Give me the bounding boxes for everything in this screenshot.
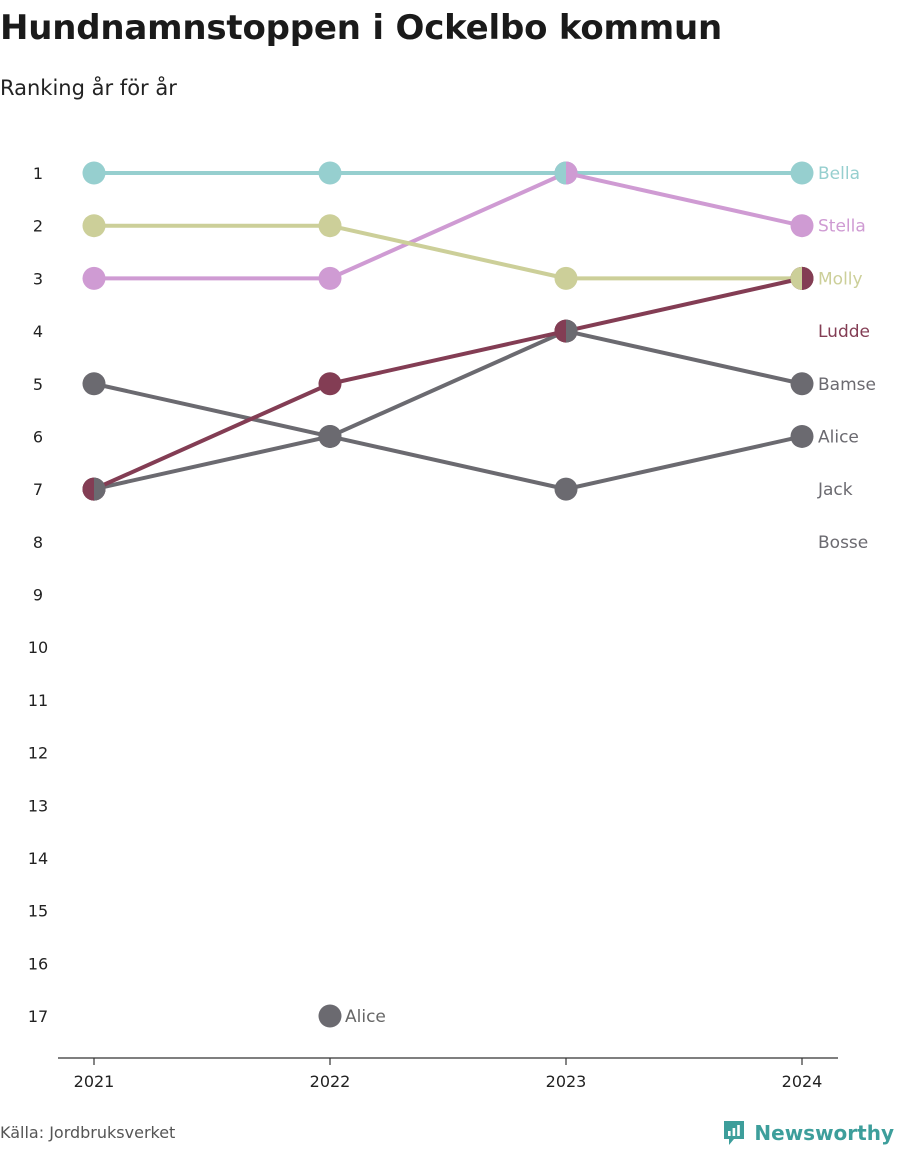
y-tick-label: 6	[33, 427, 43, 446]
end-label-ludde: Ludde	[818, 322, 870, 342]
y-tick-label: 11	[28, 691, 48, 710]
data-point-molly	[554, 266, 578, 290]
series-line-molly	[92, 223, 804, 281]
data-point-alice	[318, 424, 342, 448]
end-label-stella: Stella	[818, 217, 866, 237]
newsworthy-logo-icon	[724, 1121, 745, 1145]
source-note: Källa: Jordbruksverket	[0, 1123, 176, 1142]
y-tick-label: 12	[28, 744, 48, 763]
data-point-bamse	[790, 372, 814, 396]
x-tick-label: 2022	[310, 1072, 351, 1091]
y-tick-label: 7	[33, 480, 43, 499]
data-point-stella	[790, 214, 814, 238]
end-label-bamse: Bamse	[818, 375, 876, 395]
y-tick-label: 2	[33, 217, 43, 236]
split-point-right-half	[566, 319, 578, 343]
series-line-ludde	[92, 276, 804, 492]
split-point-right-half	[802, 266, 814, 290]
y-tick-label: 4	[33, 322, 43, 341]
end-label-alice: Alice	[818, 427, 859, 447]
data-point-bella	[82, 161, 106, 185]
y-tick-label: 9	[33, 586, 43, 605]
y-tick-label: 1	[33, 164, 43, 183]
y-tick-label: 5	[33, 375, 43, 394]
split-point-left-half	[554, 319, 566, 343]
data-point-bella	[318, 161, 342, 185]
y-tick-label: 17	[28, 1007, 48, 1026]
brand-logo[interactable]: Newsworthy	[722, 1119, 894, 1147]
point-label: Alice	[345, 1007, 386, 1027]
data-point-molly	[82, 214, 106, 238]
split-point-left-half	[790, 266, 802, 290]
data-point-alice	[82, 372, 106, 396]
data-point-ludde	[318, 372, 342, 396]
end-label-bosse: Bosse	[818, 533, 868, 553]
data-point-stella	[318, 266, 342, 290]
data-point-alice	[790, 424, 814, 448]
end-label-bella: Bella	[818, 164, 860, 184]
data-point-molly	[318, 214, 342, 238]
end-label-molly: Molly	[818, 269, 863, 289]
x-tick-label: 2024	[782, 1072, 823, 1091]
split-point-right-half	[566, 161, 578, 185]
end-label-jack: Jack	[817, 480, 853, 500]
series-line-alice	[92, 381, 804, 492]
brand-name: Newsworthy	[754, 1121, 894, 1145]
data-point-stella	[82, 266, 106, 290]
x-tick-label: 2023	[546, 1072, 587, 1091]
y-tick-label: 10	[28, 638, 48, 657]
data-point-bella	[790, 161, 814, 185]
data-point-alice	[318, 1004, 342, 1028]
y-tick-label: 13	[28, 796, 48, 815]
split-point-right-half	[94, 477, 106, 501]
split-point-left-half	[82, 477, 94, 501]
y-tick-label: 15	[28, 902, 48, 921]
series-line-bamse	[92, 329, 804, 492]
y-tick-label: 3	[33, 269, 43, 288]
y-tick-label: 14	[28, 849, 48, 868]
split-point-left-half	[554, 161, 566, 185]
y-tick-label: 8	[33, 533, 43, 552]
series-line-stella	[92, 171, 804, 281]
chart-title: Hundnamnstoppen i Ockelbo kommun	[0, 8, 723, 48]
y-tick-label: 16	[28, 954, 48, 973]
data-point-alice	[554, 477, 578, 501]
chart-subtitle: Ranking år för år	[0, 76, 177, 100]
x-tick-label: 2021	[74, 1072, 115, 1091]
